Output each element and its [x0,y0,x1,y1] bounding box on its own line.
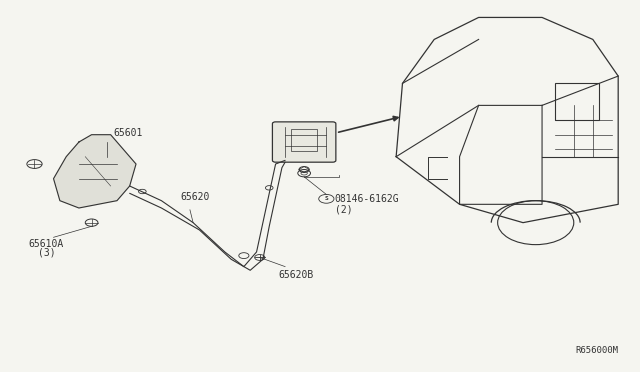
Text: R656000M: R656000M [575,346,618,355]
Bar [291,129,317,151]
Text: (2): (2) [335,204,352,214]
Text: S: S [324,196,328,201]
FancyBboxPatch shape [273,122,336,162]
Text: 65601: 65601 [114,128,143,138]
Text: 65610A: 65610A [28,239,63,249]
Bar [555,83,599,120]
Polygon shape [54,135,136,208]
Text: (3): (3) [38,247,55,257]
Text: 65620: 65620 [180,192,210,202]
Text: 08146-6162G: 08146-6162G [335,194,399,204]
Text: 65620B: 65620B [279,270,314,279]
